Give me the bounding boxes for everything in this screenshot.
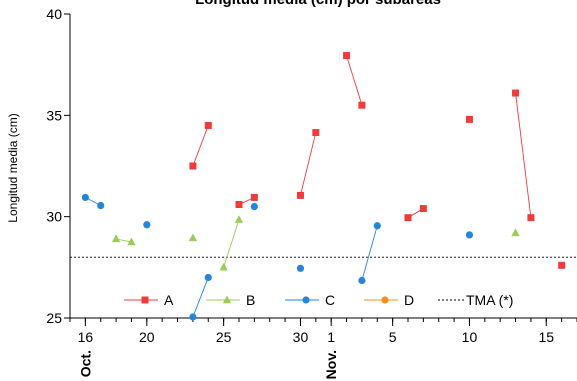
data-point (188, 233, 198, 242)
y-tick-label: 30 (46, 209, 62, 225)
x-tick-label: 15 (538, 329, 554, 345)
legend-label: C (325, 292, 335, 308)
x-tick-label: 20 (139, 329, 155, 345)
data-point (512, 89, 520, 97)
data-point (97, 201, 105, 210)
x-tick-label: 5 (389, 329, 397, 345)
y-tick-label: 40 (46, 6, 62, 22)
data-point (81, 193, 89, 202)
data-point (527, 214, 535, 222)
data-point (419, 205, 427, 213)
legend-item-D: D (364, 292, 414, 308)
data-point (189, 313, 197, 321)
data-point (358, 276, 366, 285)
data-point (235, 201, 243, 209)
data-point (511, 228, 520, 237)
y-axis-label: Longitud media (cm) (6, 113, 20, 222)
legend-marker (381, 296, 389, 304)
legend-item-C: C (285, 292, 335, 308)
data-point (296, 264, 305, 272)
data-point (219, 262, 228, 271)
chart-title: Longitud media (cm) por subáreas (195, 0, 441, 8)
data-point (465, 115, 473, 123)
data-point (404, 214, 412, 222)
month-label: Oct. (77, 350, 93, 377)
data-point (373, 222, 381, 230)
data-point (204, 273, 212, 282)
data-point (111, 234, 121, 243)
x-tick-label: 1 (327, 329, 335, 345)
legend-item-B: B (206, 292, 255, 308)
data-point (143, 221, 151, 229)
legend-item-A: A (124, 292, 174, 308)
legend-marker (302, 296, 310, 304)
legend-label: A (164, 292, 174, 308)
legend-marker (141, 296, 149, 304)
legend-item-reference: TMA (*) (438, 292, 513, 308)
series-line (300, 132, 317, 196)
series-line (192, 277, 209, 318)
x-tick-label: 25 (216, 329, 232, 345)
legend-label: D (404, 292, 414, 308)
y-tick-label: 25 (46, 310, 62, 326)
y-tick-label: 35 (46, 107, 62, 123)
series-line (361, 225, 378, 281)
series-line (192, 125, 209, 167)
legend-marker (222, 295, 232, 304)
x-tick-label: 10 (462, 329, 478, 345)
month-label: Nov. (323, 350, 339, 379)
data-point (558, 261, 566, 269)
data-point (127, 237, 136, 246)
data-series (81, 52, 566, 321)
legend-label: TMA (*) (466, 292, 513, 308)
data-point (358, 101, 366, 109)
data-point (343, 52, 351, 60)
data-point (250, 193, 258, 201)
series-B (111, 215, 520, 271)
x-tick-label: 30 (293, 329, 309, 345)
series-line (515, 92, 532, 218)
data-point (234, 215, 244, 223)
data-point (204, 121, 212, 129)
series-line (223, 219, 240, 268)
legend: A B C D TMA (*) (124, 292, 513, 308)
data-point (189, 162, 197, 170)
series-C (81, 193, 474, 321)
legend-label: B (246, 292, 255, 308)
data-point (296, 191, 304, 199)
series-line (346, 55, 363, 106)
x-tick-label: 16 (78, 329, 94, 345)
series-A (189, 52, 566, 269)
data-point (465, 231, 474, 239)
data-point (250, 202, 258, 211)
data-point (312, 129, 320, 137)
